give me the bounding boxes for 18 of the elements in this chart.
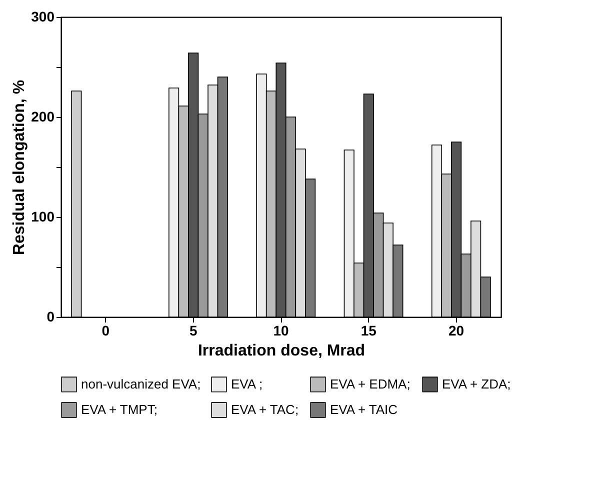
legend-label: EVA + TAIC xyxy=(330,402,398,417)
legend-label: EVA ; xyxy=(231,376,263,392)
x-tick-label: 0 xyxy=(102,322,110,338)
x-tick-label: 15 xyxy=(360,322,377,338)
x-axis-title: Irradiation dose, Mrad xyxy=(198,342,366,360)
y-tick-label: 100 xyxy=(31,208,55,224)
legend-label: EVA + TMPT; xyxy=(81,402,158,417)
y-axis-title: Residual elongation, % xyxy=(11,80,28,256)
x-tick-label: 10 xyxy=(273,322,289,338)
legend-label: non-vulcanized EVA; xyxy=(81,376,201,392)
y-tick-label: 200 xyxy=(31,108,55,124)
y-tick-label: 0 xyxy=(46,308,55,324)
legend-label: EVA + EDMA; xyxy=(330,376,410,392)
legend-label: EVA + TAC; xyxy=(231,402,299,417)
legend-label: EVA + ZDA; xyxy=(442,376,511,392)
x-tick-label: 5 xyxy=(189,322,198,338)
y-tick-label: 300 xyxy=(31,8,55,24)
x-tick-label: 20 xyxy=(448,322,464,338)
